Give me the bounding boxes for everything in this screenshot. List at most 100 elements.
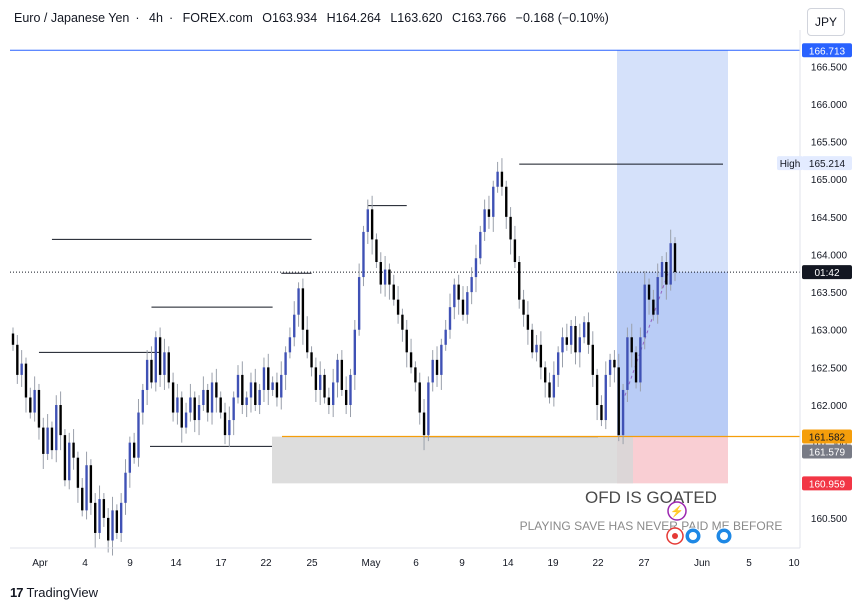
candle-body: [401, 314, 404, 330]
currency-button[interactable]: JPY: [807, 8, 845, 36]
price-tick-label: 166.000: [811, 100, 848, 111]
candle-body: [184, 412, 188, 428]
candle-body: [470, 277, 473, 293]
candle-body: [145, 359, 149, 390]
candle-body: [608, 359, 612, 375]
candle-body: [357, 277, 361, 330]
candle-body: [280, 374, 283, 398]
candle-body: [236, 374, 240, 398]
candle-body: [435, 359, 439, 375]
candle-body: [158, 337, 162, 375]
demand-zone[interactable]: [272, 436, 633, 484]
candle-body: [119, 502, 123, 533]
candle-body: [284, 352, 287, 375]
time-tick-label: 6: [413, 558, 419, 569]
tradingview-icon: 17: [10, 585, 24, 600]
time-tick-label: 19: [547, 558, 559, 569]
price-tick-label: 165.000: [811, 175, 848, 186]
candle-body: [665, 262, 668, 285]
candle-body: [544, 367, 547, 383]
candle-body: [634, 352, 638, 383]
time-tick-label: 5: [746, 558, 752, 569]
candle-body: [245, 397, 248, 406]
candle-body: [344, 389, 348, 406]
candle-body: [37, 389, 41, 428]
candle-body: [466, 292, 469, 315]
candle-body: [46, 427, 49, 454]
candle-body: [600, 405, 603, 421]
ohlc-low: L163.620: [390, 11, 443, 25]
candle-body: [479, 231, 482, 259]
price-tick-label: 161.500: [811, 439, 848, 450]
candle-body: [405, 329, 408, 353]
countdown-tag: 01:42: [814, 268, 839, 279]
candle-body: [409, 352, 413, 368]
price-tick-label: 162.500: [811, 363, 848, 374]
candle-body: [228, 420, 231, 436]
candle-body: [202, 389, 205, 406]
ohlc-close: C163.766: [451, 11, 507, 25]
candle-body: [574, 325, 577, 353]
candle-body: [11, 333, 15, 345]
price-tick-label: 164.000: [811, 250, 848, 261]
blue-event-icon-2[interactable]: [715, 527, 733, 545]
candle-body: [206, 389, 209, 413]
candle-body: [89, 465, 93, 503]
symbol-name[interactable]: Euro / Japanese Yen: [14, 11, 130, 25]
loss-price-tag-bg: [802, 476, 852, 491]
candle-body: [647, 284, 651, 300]
target-zone[interactable]: [617, 50, 728, 437]
ohlc-change: −0.168 (−0.10%): [515, 11, 609, 25]
event-icons[interactable]: ⚡: [666, 501, 733, 545]
candle-body: [180, 397, 183, 428]
candle-body: [132, 442, 136, 458]
candle-body: [587, 322, 590, 345]
candle-body: [128, 442, 132, 473]
red-event-icon[interactable]: [666, 527, 684, 545]
candle-body: [427, 382, 430, 436]
candle-body: [422, 412, 426, 436]
candle-body: [271, 382, 274, 390]
candle-body: [505, 186, 508, 217]
time-tick-label: May: [362, 558, 381, 569]
candle-body: [591, 344, 594, 375]
candle-body: [448, 307, 452, 330]
candle-body: [453, 284, 456, 308]
candle-body: [660, 262, 664, 278]
interval[interactable]: 4h: [149, 11, 163, 25]
candle-body: [319, 374, 322, 390]
candle-body: [496, 171, 499, 187]
candle-body: [102, 499, 106, 518]
candle-body: [539, 344, 543, 368]
candle-body: [241, 374, 244, 406]
annotation-title: OFD IS GOATED: [585, 488, 717, 507]
candle-body: [306, 329, 309, 353]
candle-body: [336, 359, 339, 383]
tradingview-logo[interactable]: 17 TradingView: [10, 585, 98, 600]
blue-event-icon-1[interactable]: [684, 527, 702, 545]
candle-body: [349, 374, 352, 406]
candle-body: [492, 186, 495, 217]
candle-body: [392, 284, 395, 300]
candle-body: [258, 389, 261, 406]
stop-price-tag: 161.579: [809, 447, 846, 458]
symbol-header: Euro / Japanese Yen · 4h · FOREX.com O163.…: [14, 11, 609, 25]
flash-event-icon[interactable]: [667, 501, 687, 521]
high-price-tag-bg: [802, 156, 852, 171]
candle-body: [379, 262, 382, 285]
price-tick-label: 164.500: [811, 213, 848, 224]
candle-body: [215, 382, 218, 398]
candle-body: [556, 352, 560, 375]
candle-body: [137, 412, 140, 458]
candle-body: [513, 239, 517, 263]
candle-body: [163, 352, 166, 375]
stop-loss-zone[interactable]: [617, 436, 728, 484]
candle-body: [275, 382, 279, 398]
price-tick-label: 163.000: [811, 326, 848, 337]
candle-body: [150, 359, 153, 383]
candle-body: [617, 367, 620, 436]
open-pnl-zone: [617, 272, 728, 437]
price-tick-label: 160.500: [811, 514, 848, 525]
candle-body: [29, 397, 32, 413]
